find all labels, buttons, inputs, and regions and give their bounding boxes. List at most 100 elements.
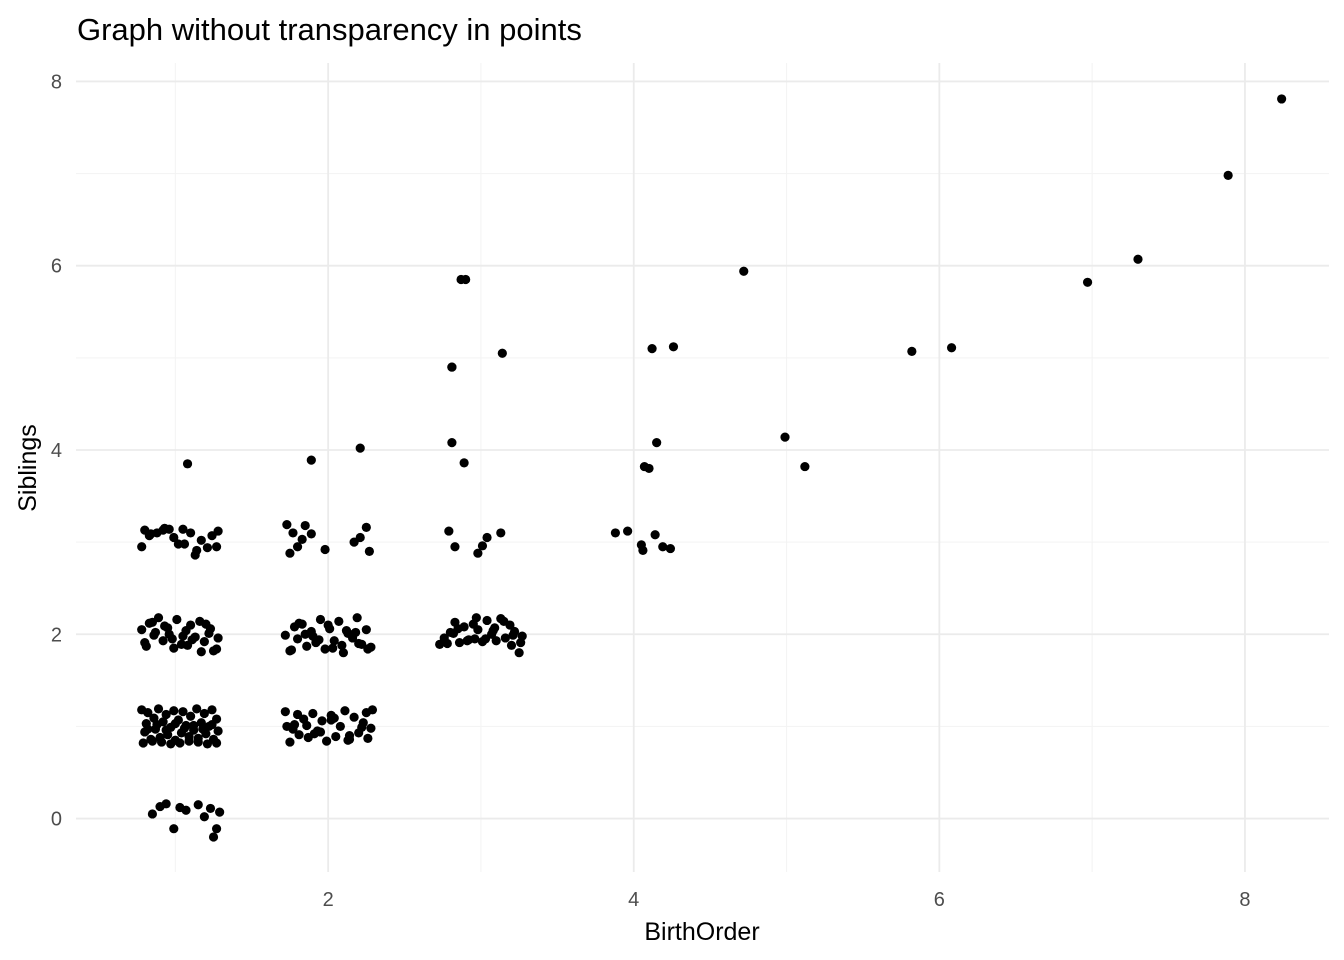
data-point [302,641,312,651]
data-point [499,616,509,626]
y-tick-label: 0 [51,809,62,831]
data-point [352,613,362,623]
data-point [137,542,147,552]
data-point [361,625,371,635]
data-point [213,633,223,643]
data-point [341,625,352,636]
data-point [172,614,182,625]
data-point [462,636,472,646]
data-point [150,627,161,638]
x-tick-label: 8 [1239,889,1250,911]
data-point [292,709,303,720]
data-point [158,525,168,535]
data-point [158,636,168,646]
data-point [647,344,657,354]
data-point [361,707,371,718]
data-point [650,530,660,540]
data-point [309,729,319,739]
data-point [294,730,304,740]
data-point [143,724,153,734]
data-point [147,736,158,746]
data-point [308,631,318,641]
data-point [470,634,480,644]
data-point [340,706,350,716]
data-point [506,640,517,650]
data-point [198,724,208,734]
data-point [435,639,445,650]
data-point [456,274,466,285]
data-point [207,705,217,715]
data-point [208,832,219,842]
data-point [491,636,501,646]
data-point [308,708,318,719]
y-tick-label: 2 [51,624,62,646]
data-point [366,723,376,733]
data-point [668,342,679,352]
data-point [141,641,151,651]
data-point [448,628,459,638]
data-point [644,463,654,474]
tick-labels: 2 4 6 8 0 2 4 6 8 [51,71,1251,911]
data-point [207,719,217,730]
data-point [800,461,810,472]
data-point [196,535,206,545]
data-point [215,807,225,817]
data-point [280,630,290,640]
data-point [907,346,917,357]
data-point [280,707,290,717]
data-point [450,542,460,552]
data-point [320,644,330,654]
data-point [665,543,676,554]
data-point [153,704,164,714]
data-point [292,542,303,552]
data-point [292,634,303,644]
data-point [500,633,510,643]
data-point [282,721,292,732]
data-point [175,738,185,748]
x-tick-label: 4 [628,889,639,911]
data-point [202,739,213,749]
data-point [351,627,361,638]
data-point [213,726,223,736]
data-point [161,799,171,809]
data-point [658,542,668,552]
data-point [354,638,364,649]
y-tick-label: 4 [51,440,62,462]
data-point [211,542,222,552]
data-point [169,824,179,834]
data-points [137,94,1287,842]
x-tick-label: 6 [934,889,945,911]
data-point [156,737,167,747]
y-axis-title: Siblings [14,424,42,512]
data-point [166,739,176,749]
data-point [480,634,491,644]
data-point [328,643,338,653]
data-point [201,619,211,629]
data-point [186,620,196,630]
data-point [146,529,156,539]
data-point [152,719,162,730]
y-tick-label: 6 [51,256,62,278]
data-point [514,648,524,658]
data-point [323,620,333,630]
data-point [143,707,153,718]
data-point [169,532,179,543]
data-point [1133,254,1143,264]
data-point [447,362,457,372]
data-point [179,539,190,549]
data-point [294,618,304,628]
data-point [623,526,633,536]
data-point [190,550,200,560]
data-point [178,707,188,717]
data-point [355,532,365,543]
data-point [357,722,367,732]
grid [76,63,1329,872]
data-point [300,629,310,639]
data-point [182,459,193,469]
data-point [193,737,203,747]
data-point [147,617,158,627]
data-point [199,708,209,719]
data-point [739,266,749,276]
x-axis-title: BirthOrder [644,918,759,946]
